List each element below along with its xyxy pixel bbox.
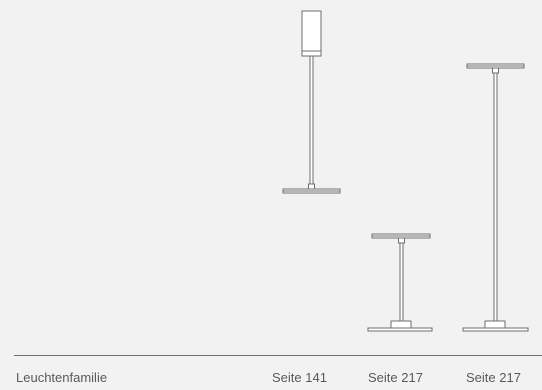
page-reference-floor: Seite 217 (466, 370, 521, 385)
table-luminaire-drawing (367, 233, 433, 332)
floor-luminaire-drawing (462, 63, 529, 332)
page-reference-table: Seite 217 (368, 370, 423, 385)
family-label: Leuchtenfamilie (16, 370, 108, 385)
luminaire-drawings (282, 10, 529, 332)
footer-divider (14, 355, 542, 356)
pendant-luminaire-drawing (282, 10, 341, 194)
page-reference-pendant: Seite 141 (272, 370, 327, 385)
